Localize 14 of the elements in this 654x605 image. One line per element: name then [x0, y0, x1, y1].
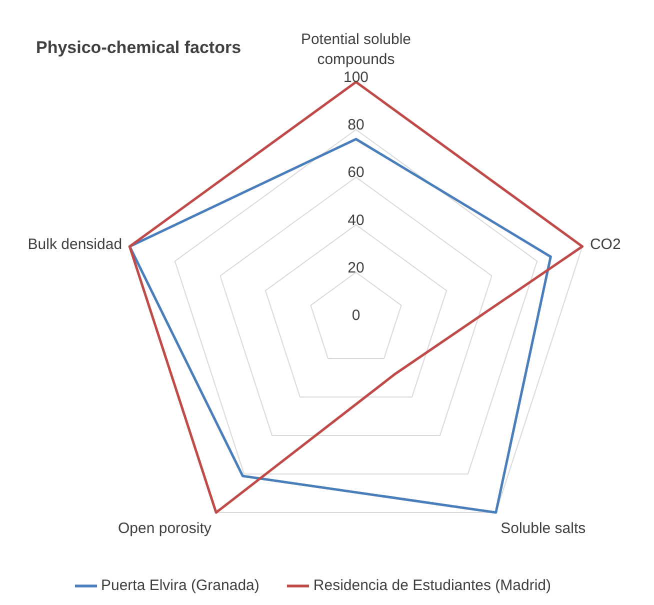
spoke-label: Soluble salts	[500, 520, 586, 538]
spoke-label: Bulk densidad	[28, 236, 122, 253]
y-tick-label: 40	[348, 212, 364, 229]
y-tick-label: 100	[343, 69, 369, 86]
spoke-label: CO2	[590, 236, 621, 253]
spoke-label: Potential soluble compounds	[300, 31, 412, 68]
y-tick-label: 80	[348, 116, 364, 134]
y-tick-label: 60	[348, 164, 364, 182]
chart-title: Physico-chemical factors	[36, 38, 242, 58]
legend-label: Puerta Elvira (Granada)	[100, 576, 260, 594]
legend-label: Residencia de Estudiantes (Madrid)	[313, 576, 552, 594]
spoke-label: Open porosity	[118, 520, 212, 538]
y-tick-label: 0	[352, 307, 360, 324]
y-tick-label: 20	[348, 259, 364, 276]
